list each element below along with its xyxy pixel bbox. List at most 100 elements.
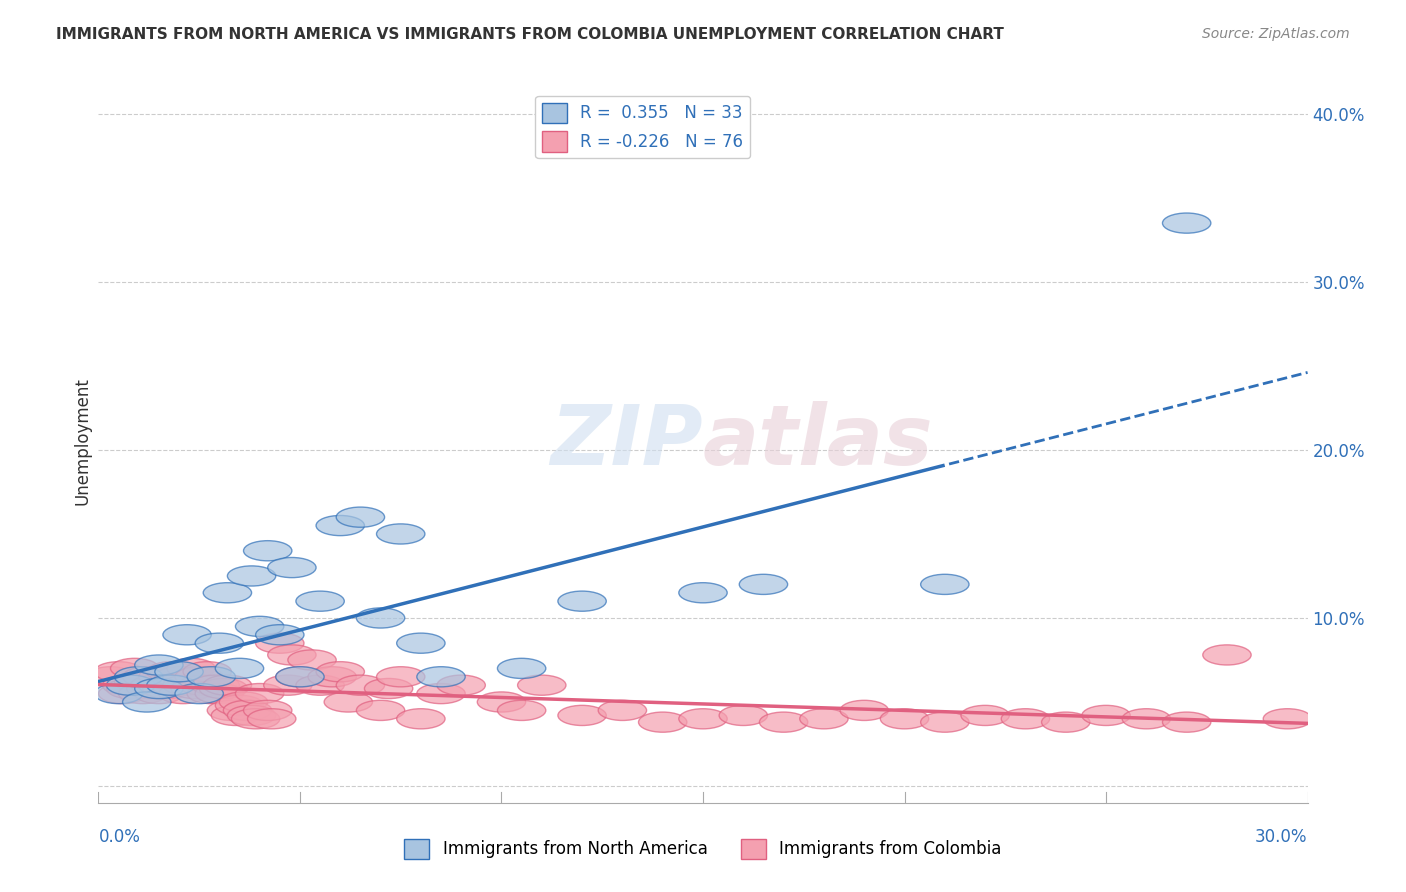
- Text: IMMIGRANTS FROM NORTH AMERICA VS IMMIGRANTS FROM COLOMBIA UNEMPLOYMENT CORRELATI: IMMIGRANTS FROM NORTH AMERICA VS IMMIGRA…: [56, 27, 1004, 42]
- Ellipse shape: [598, 700, 647, 721]
- Ellipse shape: [740, 574, 787, 594]
- Ellipse shape: [356, 700, 405, 721]
- Ellipse shape: [267, 558, 316, 578]
- Ellipse shape: [288, 650, 336, 670]
- Ellipse shape: [107, 675, 155, 695]
- Ellipse shape: [235, 683, 284, 704]
- Text: 30.0%: 30.0%: [1256, 828, 1308, 846]
- Ellipse shape: [921, 574, 969, 594]
- Ellipse shape: [1001, 709, 1050, 729]
- Ellipse shape: [172, 679, 219, 698]
- Ellipse shape: [204, 675, 252, 695]
- Ellipse shape: [256, 633, 304, 653]
- Ellipse shape: [131, 675, 179, 695]
- Ellipse shape: [1163, 712, 1211, 732]
- Ellipse shape: [256, 624, 304, 645]
- Ellipse shape: [316, 516, 364, 535]
- Ellipse shape: [1163, 213, 1211, 233]
- Ellipse shape: [1263, 709, 1312, 729]
- Ellipse shape: [558, 706, 606, 725]
- Ellipse shape: [880, 709, 929, 729]
- Ellipse shape: [247, 709, 295, 729]
- Ellipse shape: [118, 683, 167, 704]
- Ellipse shape: [235, 616, 284, 637]
- Ellipse shape: [1081, 706, 1130, 725]
- Ellipse shape: [187, 683, 235, 704]
- Ellipse shape: [122, 692, 172, 712]
- Ellipse shape: [558, 591, 606, 611]
- Ellipse shape: [718, 706, 768, 725]
- Ellipse shape: [224, 700, 271, 721]
- Ellipse shape: [155, 666, 204, 687]
- Ellipse shape: [759, 712, 808, 732]
- Ellipse shape: [396, 633, 446, 653]
- Ellipse shape: [135, 683, 183, 704]
- Ellipse shape: [200, 679, 247, 698]
- Ellipse shape: [276, 666, 325, 687]
- Ellipse shape: [159, 683, 207, 704]
- Ellipse shape: [127, 679, 174, 698]
- Ellipse shape: [377, 666, 425, 687]
- Ellipse shape: [356, 607, 405, 628]
- Ellipse shape: [114, 666, 163, 687]
- Ellipse shape: [219, 692, 267, 712]
- Ellipse shape: [679, 709, 727, 729]
- Ellipse shape: [174, 666, 224, 687]
- Ellipse shape: [94, 662, 143, 681]
- Y-axis label: Unemployment: Unemployment: [73, 377, 91, 506]
- Ellipse shape: [155, 662, 204, 681]
- Ellipse shape: [364, 679, 413, 698]
- Ellipse shape: [477, 692, 526, 712]
- Ellipse shape: [243, 541, 292, 561]
- Ellipse shape: [267, 645, 316, 665]
- Ellipse shape: [232, 709, 280, 729]
- Ellipse shape: [437, 675, 485, 695]
- Ellipse shape: [377, 524, 425, 544]
- Ellipse shape: [143, 679, 191, 698]
- Ellipse shape: [122, 666, 172, 687]
- Ellipse shape: [146, 675, 195, 695]
- Ellipse shape: [498, 658, 546, 679]
- Ellipse shape: [94, 683, 143, 704]
- Ellipse shape: [187, 666, 235, 687]
- Ellipse shape: [308, 666, 356, 687]
- Ellipse shape: [139, 666, 187, 687]
- Ellipse shape: [215, 658, 264, 679]
- Ellipse shape: [295, 591, 344, 611]
- Ellipse shape: [103, 675, 150, 695]
- Ellipse shape: [146, 662, 195, 681]
- Ellipse shape: [111, 658, 159, 679]
- Ellipse shape: [191, 675, 239, 695]
- Ellipse shape: [416, 666, 465, 687]
- Ellipse shape: [167, 658, 215, 679]
- Ellipse shape: [517, 675, 567, 695]
- Ellipse shape: [228, 566, 276, 586]
- Text: Source: ZipAtlas.com: Source: ZipAtlas.com: [1202, 27, 1350, 41]
- Ellipse shape: [228, 706, 276, 725]
- Ellipse shape: [215, 695, 264, 715]
- Ellipse shape: [679, 582, 727, 603]
- Ellipse shape: [98, 683, 146, 704]
- Ellipse shape: [243, 700, 292, 721]
- Ellipse shape: [396, 709, 446, 729]
- Ellipse shape: [179, 675, 228, 695]
- Ellipse shape: [114, 672, 163, 692]
- Ellipse shape: [336, 675, 385, 695]
- Ellipse shape: [204, 582, 252, 603]
- Text: ZIP: ZIP: [550, 401, 703, 482]
- Text: atlas: atlas: [703, 401, 934, 482]
- Ellipse shape: [325, 692, 373, 712]
- Legend: R =  0.355   N = 33, R = -0.226   N = 76: R = 0.355 N = 33, R = -0.226 N = 76: [536, 95, 749, 158]
- Ellipse shape: [1042, 712, 1090, 732]
- Ellipse shape: [921, 712, 969, 732]
- Ellipse shape: [211, 706, 260, 725]
- Ellipse shape: [195, 633, 243, 653]
- Ellipse shape: [839, 700, 889, 721]
- Ellipse shape: [638, 712, 688, 732]
- Ellipse shape: [174, 683, 224, 704]
- Legend: Immigrants from North America, Immigrants from Colombia: Immigrants from North America, Immigrant…: [398, 832, 1008, 866]
- Ellipse shape: [183, 662, 232, 681]
- Ellipse shape: [195, 683, 243, 704]
- Ellipse shape: [800, 709, 848, 729]
- Ellipse shape: [1122, 709, 1171, 729]
